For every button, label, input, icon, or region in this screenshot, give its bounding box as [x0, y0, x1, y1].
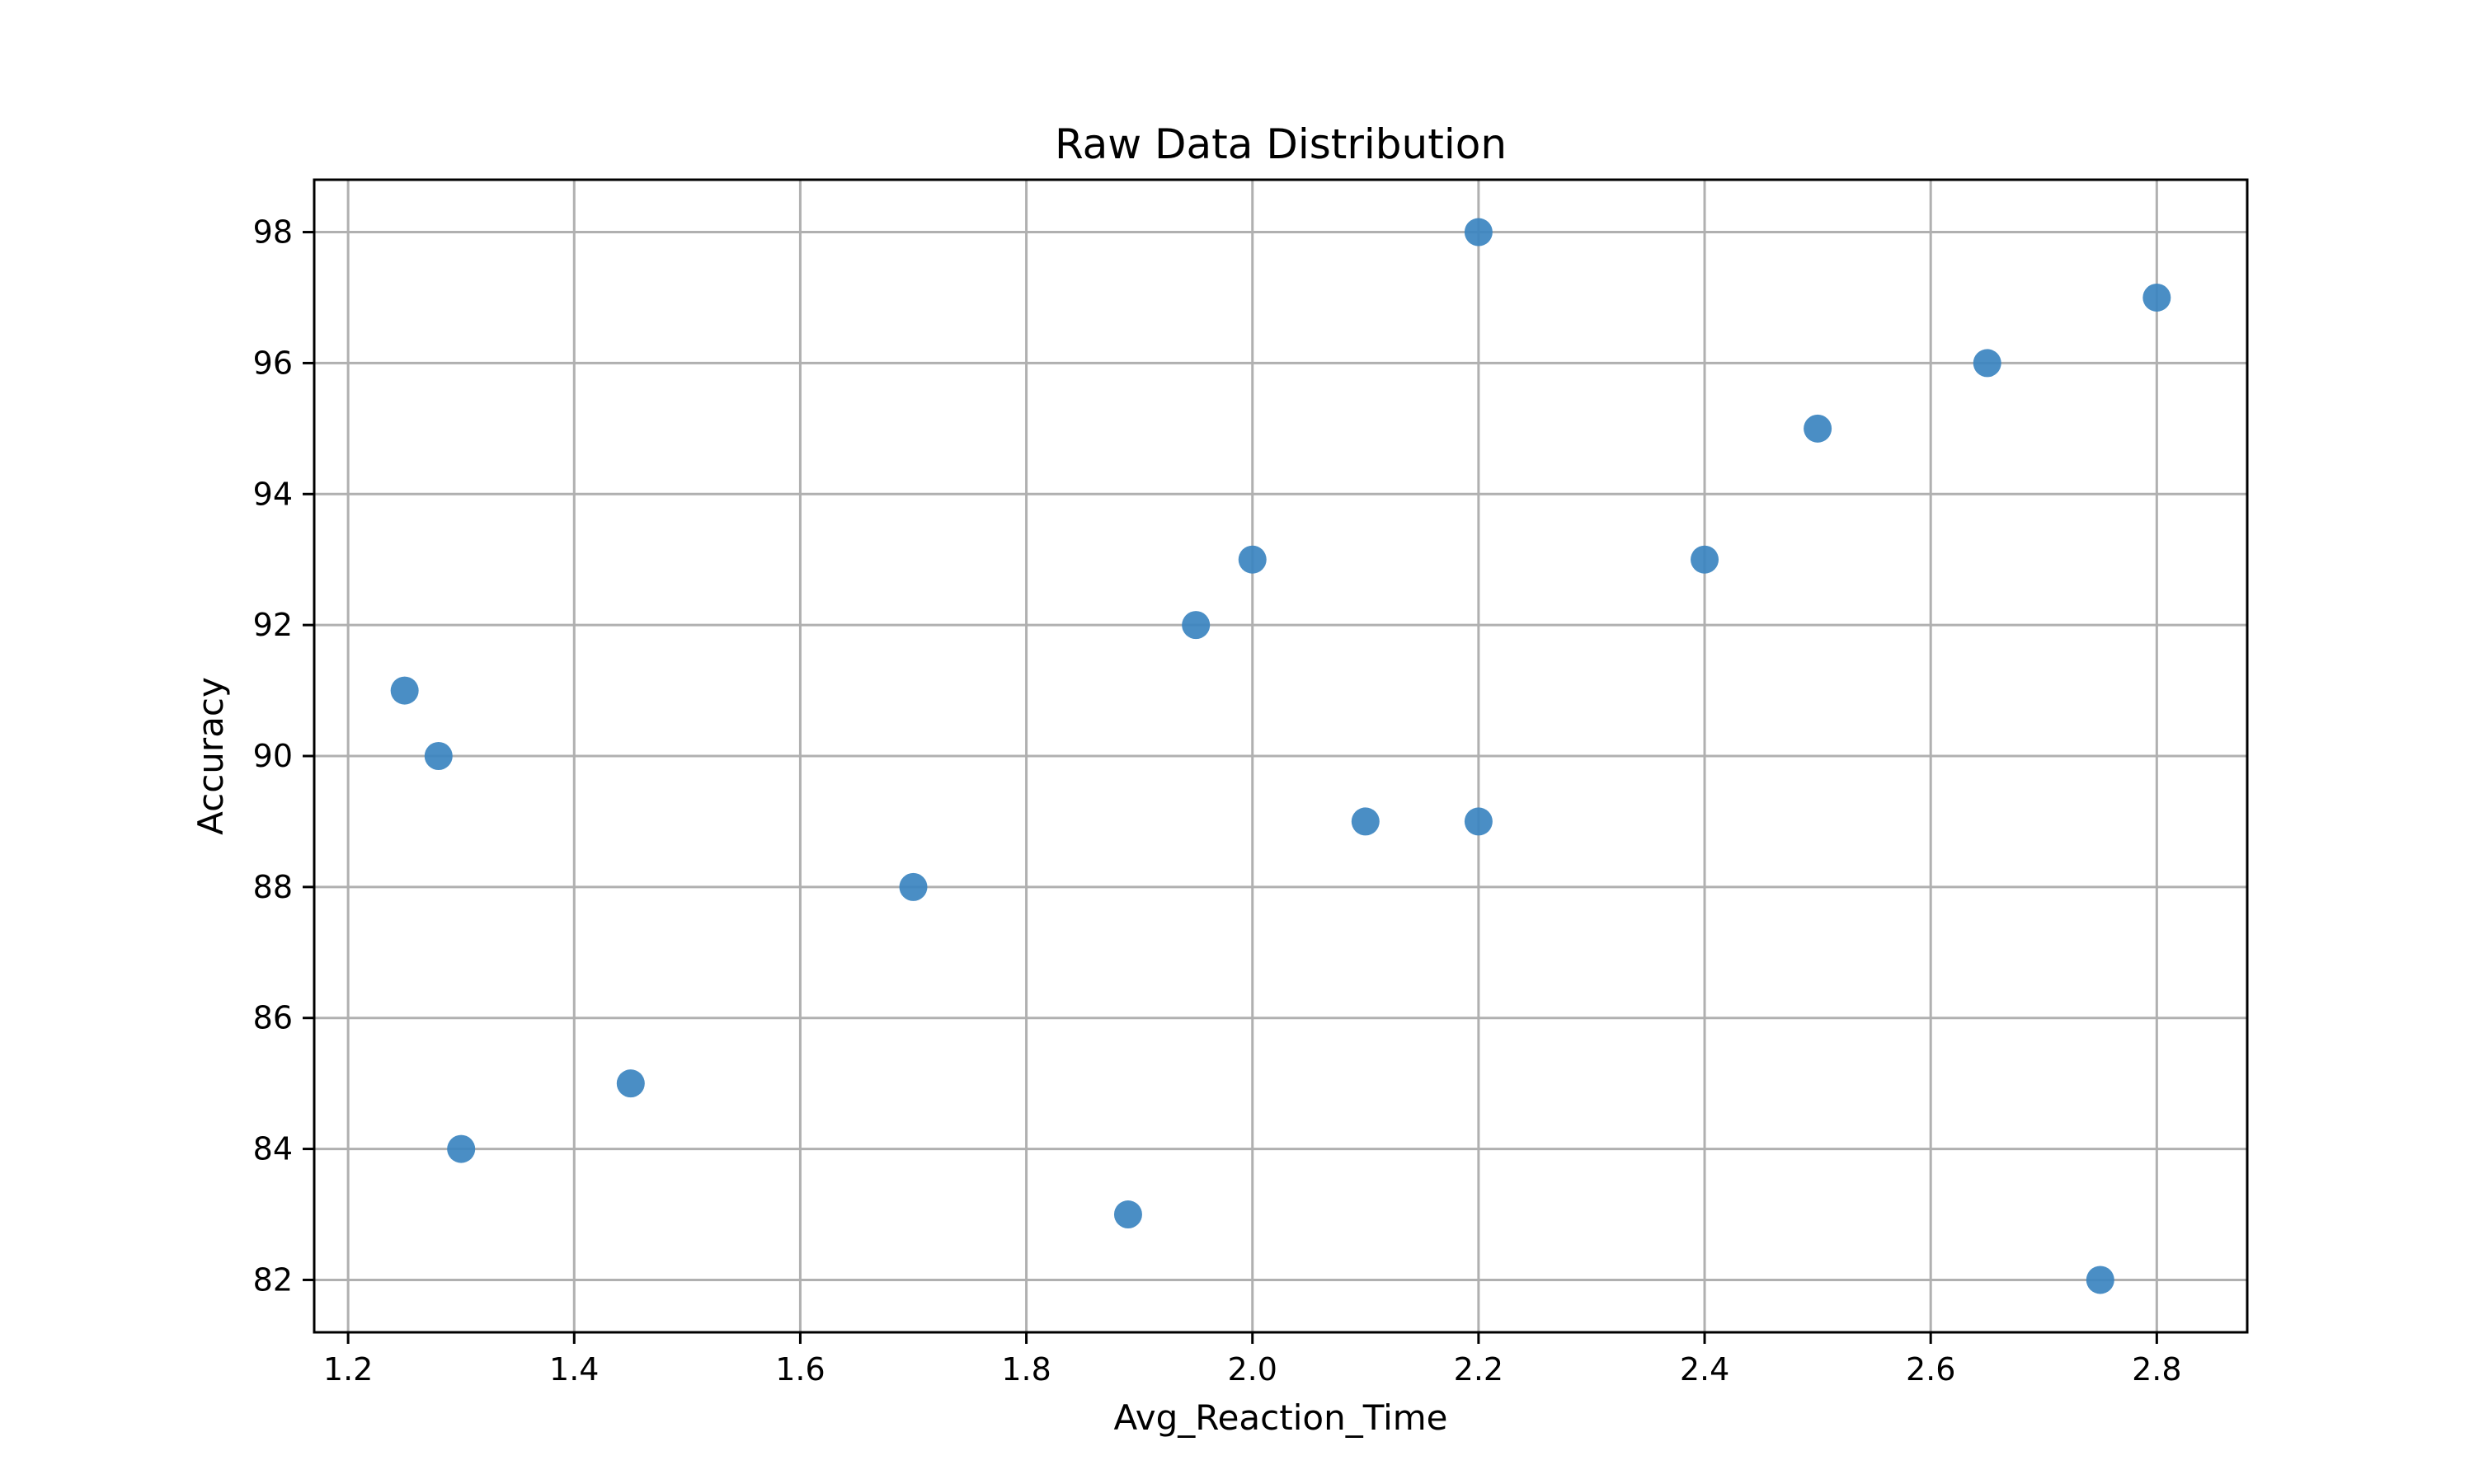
- x-tick-label: 1.6: [775, 1351, 825, 1388]
- scatter-point: [1464, 807, 1493, 836]
- x-tick-label: 1.2: [323, 1351, 373, 1388]
- x-tick-label: 2.6: [1906, 1351, 1955, 1388]
- scatter-point: [2086, 1266, 2114, 1294]
- scatter-point: [2142, 283, 2171, 312]
- y-axis-label: Accuracy: [190, 677, 231, 835]
- y-tick-label: 84: [253, 1131, 293, 1167]
- x-tick-label: 2.0: [1228, 1351, 1277, 1388]
- scatter-point: [616, 1069, 645, 1098]
- scatter-point: [1973, 349, 2001, 378]
- x-tick-label: 1.8: [1001, 1351, 1051, 1388]
- x-axis-ticks: 1.2 1.4 1.6 1.8 2.0 2.2 2.4 2.6 2.8: [323, 1332, 2182, 1388]
- y-tick-label: 96: [253, 345, 293, 381]
- scatter-point: [1691, 545, 1719, 574]
- y-tick-label: 90: [253, 738, 293, 774]
- data-points: [390, 218, 2171, 1294]
- chart-title: Raw Data Distribution: [1055, 120, 1507, 168]
- x-tick-label: 1.4: [549, 1351, 599, 1388]
- scatter-point: [1238, 545, 1267, 574]
- y-tick-label: 92: [253, 607, 293, 643]
- x-tick-label: 2.8: [2132, 1351, 2181, 1388]
- scatter-point: [1351, 807, 1380, 836]
- scatter-point: [899, 872, 928, 901]
- scatter-point: [390, 676, 419, 705]
- y-tick-label: 88: [253, 869, 293, 905]
- scatter-point: [1464, 218, 1493, 247]
- scatter-point: [424, 742, 453, 770]
- scatter-point: [1804, 414, 1832, 443]
- scatter-point: [1113, 1200, 1142, 1229]
- y-tick-label: 86: [253, 1000, 293, 1036]
- y-tick-label: 94: [253, 476, 293, 512]
- scatter-point: [447, 1134, 476, 1163]
- scatter-point: [1182, 611, 1211, 640]
- y-tick-label: 82: [253, 1261, 293, 1298]
- grid-lines: [314, 180, 2247, 1332]
- x-axis-label: Avg_Reaction_Time: [1114, 1397, 1448, 1438]
- y-tick-label: 98: [253, 214, 293, 251]
- x-tick-label: 2.2: [1454, 1351, 1503, 1388]
- y-axis-ticks: 82 84 86 88 90 92 94 96 98: [253, 214, 314, 1298]
- x-tick-label: 2.4: [1680, 1351, 1729, 1388]
